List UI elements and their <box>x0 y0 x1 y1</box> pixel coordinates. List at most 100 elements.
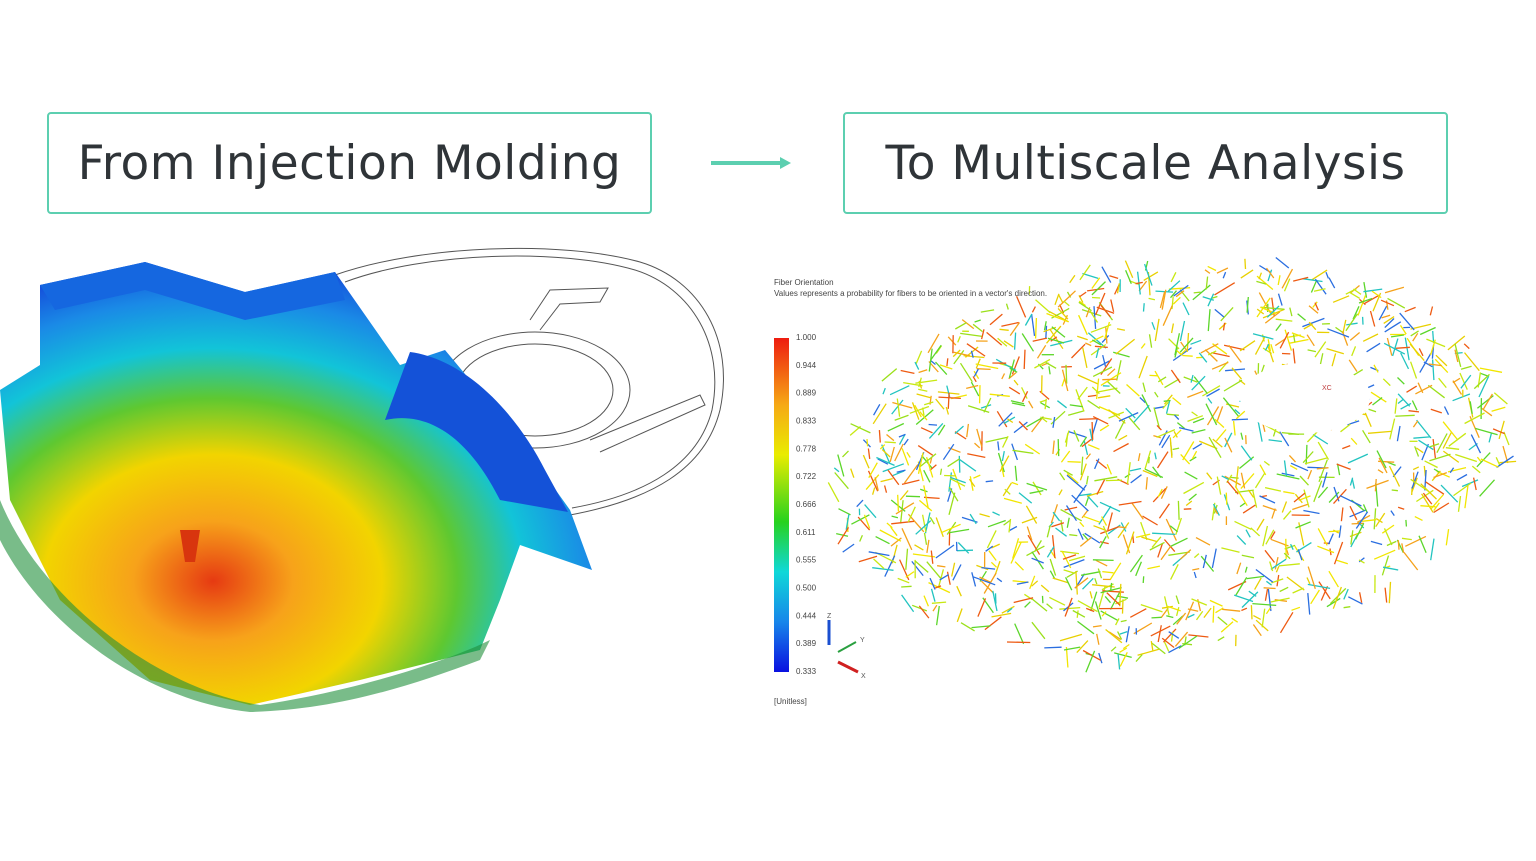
fiber <box>903 464 919 484</box>
fiber <box>1288 454 1296 463</box>
fiber <box>1433 468 1440 473</box>
fiber <box>1220 306 1234 322</box>
fiber <box>918 605 930 619</box>
fiber <box>915 520 932 535</box>
fiber <box>1153 407 1161 430</box>
fiber <box>1400 402 1412 410</box>
fiber <box>1385 300 1389 310</box>
fiber <box>1270 597 1290 603</box>
fiber <box>1050 410 1066 425</box>
fiber <box>1089 428 1094 442</box>
fiber <box>1413 436 1430 439</box>
fiber <box>1421 493 1434 513</box>
fiber <box>1240 472 1246 489</box>
fiber <box>926 561 942 579</box>
fiber <box>1087 394 1097 398</box>
fiber <box>1358 559 1365 564</box>
fiber <box>935 361 948 376</box>
fiber <box>1430 538 1435 561</box>
fiber <box>932 604 938 612</box>
fiber <box>1428 363 1442 367</box>
fiber <box>1192 284 1211 301</box>
fiber <box>867 448 871 459</box>
fiber <box>1080 456 1084 476</box>
fiber <box>1455 453 1478 463</box>
fiber <box>1246 575 1265 580</box>
fiber <box>871 487 876 495</box>
fiber <box>1191 598 1208 606</box>
fiber <box>1213 507 1219 515</box>
fiber <box>1049 329 1064 350</box>
fiber <box>1049 596 1066 606</box>
fiber <box>1350 437 1358 445</box>
scale-label: 0.889 <box>796 389 817 398</box>
fiber <box>1415 447 1424 454</box>
fiber <box>1116 283 1120 294</box>
fiber <box>1172 615 1184 626</box>
fiber <box>1381 524 1395 534</box>
fiber <box>1149 541 1165 551</box>
fiber <box>1256 518 1265 531</box>
fiber <box>1266 344 1275 363</box>
fiber <box>1142 515 1158 526</box>
fiber <box>1151 642 1166 655</box>
fiber <box>1453 482 1472 497</box>
fiber <box>1075 571 1078 595</box>
fiber <box>1207 397 1213 404</box>
fiber <box>1082 577 1094 590</box>
fiber <box>1086 490 1104 497</box>
fiber <box>1180 453 1191 465</box>
fiber <box>1035 299 1051 314</box>
fiber <box>1376 450 1387 469</box>
fiber <box>1349 332 1361 341</box>
fiber <box>1092 559 1114 562</box>
fiber <box>1288 338 1309 344</box>
fiber <box>1459 372 1468 390</box>
fiber <box>1390 334 1404 338</box>
fiber <box>1368 408 1377 413</box>
fiber <box>1125 407 1136 419</box>
fiber <box>1179 349 1186 356</box>
fiber <box>1303 509 1320 515</box>
fiber <box>1125 270 1132 285</box>
fiber <box>1424 460 1438 469</box>
fiber <box>1349 509 1367 518</box>
fiber <box>1473 373 1490 390</box>
fiber <box>1399 312 1415 331</box>
fiber <box>1029 575 1036 590</box>
fiber <box>1429 443 1440 448</box>
fiber <box>1175 607 1180 617</box>
fiber <box>1318 459 1328 483</box>
fiber <box>1091 281 1106 296</box>
fiber <box>1384 286 1405 294</box>
fiber <box>1031 306 1036 313</box>
fiber <box>1264 311 1281 324</box>
fiber <box>1107 368 1116 377</box>
fiber <box>971 625 991 629</box>
fiber <box>1426 338 1446 348</box>
fiber <box>999 455 1010 473</box>
fiber <box>1316 467 1329 470</box>
fiber <box>907 506 916 523</box>
fiber <box>1124 260 1134 279</box>
fiber <box>838 508 851 516</box>
fiber <box>909 405 930 414</box>
fiber <box>1482 393 1493 410</box>
fiber <box>1079 463 1087 481</box>
fiber <box>1314 278 1327 295</box>
fiber <box>1026 416 1044 428</box>
fiber <box>1492 428 1505 435</box>
fiber <box>1267 269 1273 282</box>
fiber <box>1091 296 1101 299</box>
fiber <box>915 379 938 384</box>
fiber <box>1085 475 1089 485</box>
fiber <box>1222 608 1241 612</box>
fiber <box>1044 398 1047 410</box>
fiber <box>1270 344 1275 354</box>
fiber <box>1326 347 1344 355</box>
fiber <box>1310 589 1320 605</box>
fiber <box>1040 584 1050 593</box>
fiber <box>1091 339 1102 346</box>
fiber <box>976 428 983 447</box>
fiber <box>862 454 870 469</box>
